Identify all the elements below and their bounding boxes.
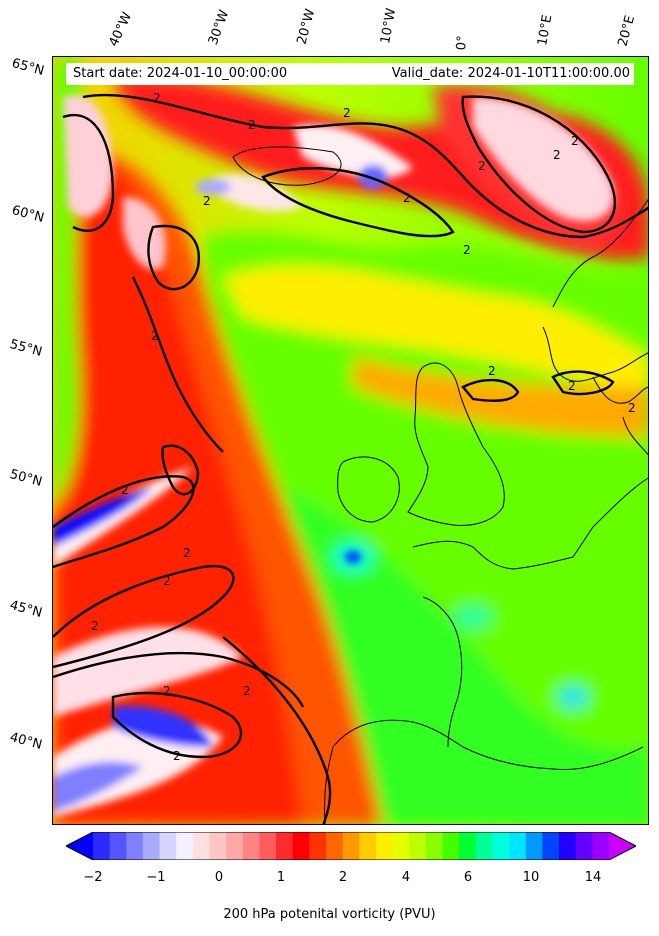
valid-date-label: Valid_date: 2024-01-10T11:00:00.00 bbox=[391, 66, 630, 81]
contour-label: 2 bbox=[243, 684, 251, 698]
colorbar-tick: 1 bbox=[276, 870, 286, 885]
colorbar-segment bbox=[425, 832, 444, 860]
lon-label-10e: 10°E bbox=[535, 13, 556, 47]
contour-label: 2 bbox=[403, 191, 411, 205]
colorbar-segment bbox=[226, 832, 244, 860]
lat-label-65n: 65°N bbox=[10, 56, 46, 79]
lon-label-0: 0° bbox=[454, 34, 471, 51]
colorbar-segment bbox=[342, 832, 360, 860]
colorbar-segment bbox=[525, 832, 544, 860]
contour-label: 2 bbox=[121, 483, 129, 497]
contour-label: 2 bbox=[248, 118, 256, 132]
colorbar-segment bbox=[475, 832, 494, 860]
colorbar-segment bbox=[292, 832, 310, 860]
colorbar-segment bbox=[409, 832, 427, 860]
contour-labels: 2 2 2 2 2 2 2 2 2 2 2 2 2 2 2 2 2 2 2 2 bbox=[91, 91, 636, 763]
colorbar-tick: 10 bbox=[522, 870, 540, 885]
colorbar-segment bbox=[126, 832, 144, 860]
colorbar-tick: 6 bbox=[463, 870, 473, 885]
colorbar-segment bbox=[459, 832, 477, 860]
contour-label: 2 bbox=[568, 379, 576, 393]
contour-label: 2 bbox=[463, 243, 471, 257]
colorbar-segment bbox=[509, 832, 527, 860]
colorbar-segment bbox=[326, 832, 344, 860]
contour-label: 2 bbox=[151, 329, 159, 343]
colorbar-extend-min bbox=[66, 832, 93, 860]
colorbar-segment bbox=[192, 832, 211, 860]
colorbar-extend-max bbox=[609, 832, 636, 860]
colorbar-segment bbox=[392, 832, 410, 860]
colorbar-segment bbox=[309, 832, 327, 860]
colorbar-tick: −2 bbox=[83, 870, 103, 885]
colorbar-segment bbox=[575, 832, 593, 860]
colorbar-segment bbox=[442, 832, 460, 860]
colorbar-segment bbox=[93, 832, 111, 860]
pv-2-contours bbox=[53, 93, 648, 824]
colorbar bbox=[66, 832, 636, 860]
contour-label: 2 bbox=[571, 134, 579, 148]
pv-field-map: 2 2 2 2 2 2 2 2 2 2 2 2 2 2 2 2 2 2 2 2 bbox=[53, 57, 648, 824]
colorbar-segment bbox=[209, 832, 227, 860]
colorbar-segment bbox=[159, 832, 177, 860]
contour-label: 2 bbox=[203, 194, 211, 208]
contour-label: 2 bbox=[183, 546, 191, 560]
lat-label-60n: 60°N bbox=[10, 203, 46, 226]
colorbar-segment bbox=[176, 832, 194, 860]
colorbar-tick: 14 bbox=[584, 870, 602, 885]
colorbar-tick: 0 bbox=[214, 870, 224, 885]
colorbar-segment bbox=[276, 832, 294, 860]
lon-label-40w: 40°W bbox=[106, 10, 136, 49]
date-header-background bbox=[66, 63, 634, 85]
colorbar-segment bbox=[259, 832, 277, 860]
colorbar-segment bbox=[375, 832, 394, 860]
colorbar-segment bbox=[142, 832, 161, 860]
contour-label: 2 bbox=[163, 684, 171, 698]
lon-label-20w: 20°W bbox=[294, 7, 319, 46]
colorbar-segment bbox=[592, 832, 610, 860]
contour-label: 2 bbox=[343, 106, 351, 120]
map-panel: 2 2 2 2 2 2 2 2 2 2 2 2 2 2 2 2 2 2 2 2 bbox=[52, 56, 649, 825]
start-date-label: Start date: 2024-01-10_00:00:00 bbox=[73, 66, 288, 81]
colorbar-segment bbox=[559, 832, 577, 860]
colorbar-tick: 2 bbox=[338, 870, 348, 885]
lat-label-40n: 40°N bbox=[8, 730, 44, 753]
lon-label-30w: 30°W bbox=[205, 8, 233, 47]
lat-label-55n: 55°N bbox=[8, 337, 44, 360]
contour-label: 2 bbox=[478, 159, 486, 173]
colorbar-segment bbox=[109, 832, 127, 860]
colorbar-segment bbox=[542, 832, 560, 860]
lat-label-50n: 50°N bbox=[8, 467, 44, 490]
colorbar-segment bbox=[242, 832, 261, 860]
lat-label-45n: 45°N bbox=[8, 598, 44, 621]
contour-label: 2 bbox=[163, 574, 171, 588]
contour-label: 2 bbox=[173, 749, 181, 763]
colorbar-tick: 4 bbox=[401, 870, 411, 885]
colorbar-segment bbox=[359, 832, 377, 860]
colorbar-tick: −1 bbox=[146, 870, 166, 885]
colorbar-label: 200 hPa potenital vorticity (PVU) bbox=[223, 907, 436, 922]
contour-label: 2 bbox=[91, 619, 99, 633]
contour-label: 2 bbox=[553, 148, 561, 162]
lon-label-20e: 20°E bbox=[615, 13, 639, 49]
colorbar-segment bbox=[492, 832, 510, 860]
contour-label: 2 bbox=[488, 364, 496, 378]
contour-label: 2 bbox=[628, 401, 636, 415]
lon-label-10w: 10°W bbox=[378, 7, 400, 46]
contour-label: 2 bbox=[153, 91, 161, 105]
